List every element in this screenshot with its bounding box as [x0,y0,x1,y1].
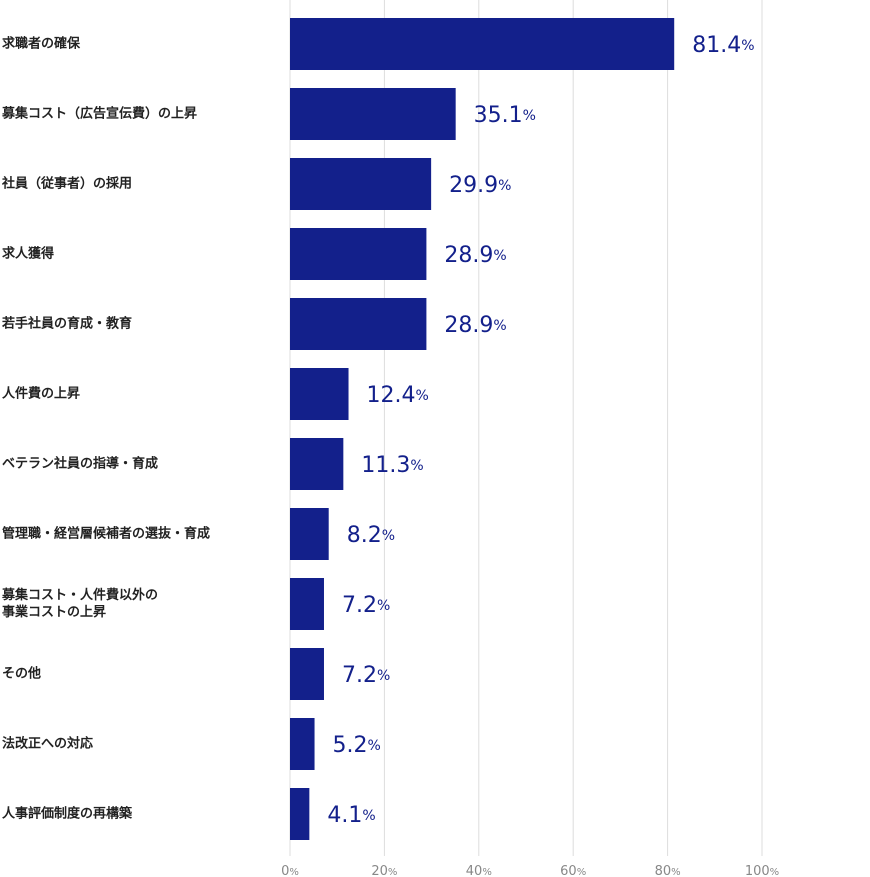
bar [290,228,427,280]
category-label: その他 [2,666,42,682]
bar [290,438,344,490]
category-label: ベテラン社員の指導・育成 [2,456,159,472]
value-label: 7.2% [342,663,390,688]
category-label: 募集コスト・人件費以外の 事業コストの上昇 [2,588,159,620]
bar [290,368,349,420]
category-label: 募集コスト（広告宣伝費）の上昇 [2,106,198,122]
value-label: 28.9% [444,243,506,268]
x-tick-label: 0% [281,864,299,877]
value-label: 12.4% [367,383,429,408]
x-tick-label: 80% [655,864,681,877]
bar [290,158,432,210]
value-label: 4.1% [327,803,375,828]
bar [290,298,427,350]
bar [290,18,675,70]
value-label: 5.2% [333,733,381,758]
value-label: 81.4% [692,33,754,58]
bar [290,718,315,770]
x-tick-label: 20% [371,864,397,877]
value-label: 35.1% [474,103,536,128]
category-label: 求人獲得 [2,246,55,262]
category-label: 求職者の確保 [2,36,81,52]
bar [290,578,324,630]
category-label: 若手社員の育成・教育 [2,316,133,332]
value-label: 28.9% [444,313,506,338]
bar [290,788,310,840]
value-label: 7.2% [342,593,390,618]
category-label: 人件費の上昇 [2,386,81,402]
value-label: 11.3% [361,453,423,478]
x-tick-label: 60% [560,864,586,877]
category-label: 法改正への対応 [2,736,94,752]
category-label: 管理職・経営層候補者の選抜・育成 [2,526,211,542]
bar [290,88,456,140]
category-label: 社員（従事者）の採用 [2,176,133,192]
x-tick-label: 100% [745,864,779,877]
bar [290,508,329,560]
x-tick-label: 40% [466,864,492,877]
value-label: 29.9% [449,173,511,198]
value-label: 8.2% [347,523,395,548]
bar [290,648,324,700]
category-label: 人事評価制度の再構築 [2,806,133,822]
